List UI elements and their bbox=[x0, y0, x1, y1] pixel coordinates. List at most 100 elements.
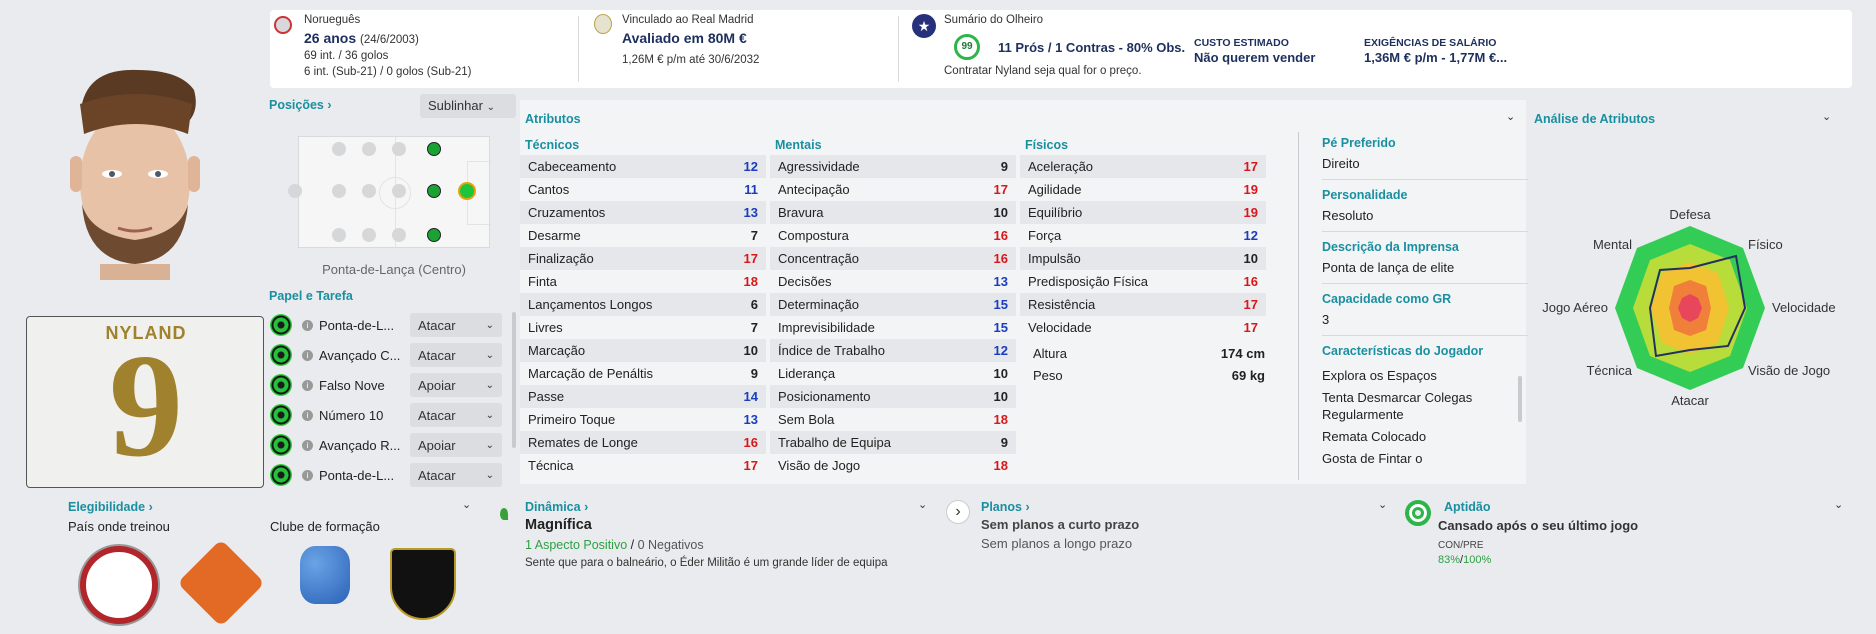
attribute-row[interactable]: Decisões 13 bbox=[770, 270, 1016, 293]
dynamics-value: Magnífica bbox=[525, 517, 592, 533]
attribute-row[interactable]: Índice de Trabalho 12 bbox=[770, 339, 1016, 362]
attribute-value: 12 bbox=[743, 159, 758, 174]
nationality-section: Norueguês 26 anos (24/6/2003) 69 int. / … bbox=[270, 10, 580, 88]
role-row[interactable]: i Ponta-de-L... bbox=[270, 312, 502, 338]
duty-dropdown[interactable]: Atacar ⌄ bbox=[410, 403, 502, 427]
attribute-row[interactable]: Trabalho de Equipa 9 bbox=[770, 431, 1016, 454]
mental-title: Mentais bbox=[775, 138, 822, 152]
attribute-row[interactable]: Predisposição Física 16 bbox=[1020, 270, 1266, 293]
scout-section[interactable]: ★ Sumário do Olheiro 99 11 Prós / 1 Cont… bbox=[900, 10, 1850, 88]
chevron-down-icon: ⌄ bbox=[485, 409, 494, 421]
attribute-value: 10 bbox=[993, 366, 1008, 381]
attribute-value: 18 bbox=[743, 274, 758, 289]
chevron-down-icon[interactable]: ⌄ bbox=[1822, 111, 1832, 123]
attribute-row[interactable]: Primeiro Toque 13 bbox=[520, 408, 766, 431]
attribute-row[interactable]: Visão de Jogo 18 bbox=[770, 454, 1016, 477]
attribute-row[interactable]: Impulsão 10 bbox=[1020, 247, 1266, 270]
attribute-row[interactable]: Determinação 15 bbox=[770, 293, 1016, 316]
attribute-row[interactable]: Liderança 10 bbox=[770, 362, 1016, 385]
attribute-value: 7 bbox=[750, 228, 758, 243]
roles-scrollbar[interactable] bbox=[512, 312, 516, 448]
attribute-row[interactable]: Resistência 17 bbox=[1020, 293, 1266, 316]
info-icon[interactable]: i bbox=[302, 319, 313, 331]
attribute-row[interactable]: Marcação de Penáltis 9 bbox=[520, 362, 766, 385]
attribute-name: Antecipação bbox=[778, 182, 850, 197]
chevron-down-icon[interactable]: ⌄ bbox=[918, 499, 928, 511]
attribute-row[interactable]: Lançamentos Longos 6 bbox=[520, 293, 766, 316]
attribute-row[interactable]: Antecipação 17 bbox=[770, 178, 1016, 201]
attribute-row[interactable]: Cantos 11 bbox=[520, 178, 766, 201]
attribute-name: Sem Bola bbox=[778, 412, 835, 427]
duty-dropdown[interactable]: Atacar ⌄ bbox=[410, 343, 502, 367]
attribute-value: 17 bbox=[993, 182, 1008, 197]
attribute-value: 12 bbox=[993, 343, 1008, 358]
info-icon[interactable]: i bbox=[302, 379, 313, 391]
info-icon[interactable]: i bbox=[302, 469, 313, 481]
attribute-row[interactable]: Equilíbrio 19 bbox=[1020, 201, 1266, 224]
role-row[interactable]: i Avançado R... bbox=[270, 432, 502, 458]
attribute-row[interactable]: Remates de Longe 16 bbox=[520, 431, 766, 454]
attribute-row[interactable]: Livres 7 bbox=[520, 316, 766, 339]
scout-recommendation: Contratar Nyland seja qual for o preço. bbox=[944, 65, 1142, 77]
traits-scrollbar[interactable] bbox=[1518, 376, 1522, 422]
attribute-row[interactable]: Marcação 10 bbox=[520, 339, 766, 362]
attribute-row[interactable]: Posicionamento 10 bbox=[770, 385, 1016, 408]
plans-title[interactable]: Planos › bbox=[981, 500, 1030, 514]
attribute-row[interactable]: Passe 14 bbox=[520, 385, 766, 408]
info-icon[interactable]: i bbox=[302, 409, 313, 421]
attribute-row[interactable]: Força 12 bbox=[1020, 224, 1266, 247]
role-row[interactable]: i Número 10 bbox=[270, 402, 502, 428]
attribute-name: Predisposição Física bbox=[1028, 274, 1148, 289]
role-row[interactable]: i Ponta-de-L... bbox=[270, 462, 502, 488]
attribute-row[interactable]: Finta 18 bbox=[520, 270, 766, 293]
attribute-row[interactable]: Concentração 16 bbox=[770, 247, 1016, 270]
attribute-row[interactable]: Compostura 16 bbox=[770, 224, 1016, 247]
chevron-down-icon[interactable]: ⌄ bbox=[462, 499, 472, 511]
attribute-row[interactable]: Agressividade 9 bbox=[770, 155, 1016, 178]
attribute-row[interactable]: Velocidade 17 bbox=[1020, 316, 1266, 339]
chevron-down-icon[interactable]: ⌄ bbox=[1378, 499, 1388, 511]
chevron-down-icon[interactable]: ⌄ bbox=[1834, 499, 1844, 511]
dynamics-title[interactable]: Dinâmica › bbox=[525, 500, 589, 514]
duty-dropdown[interactable]: Apoiar ⌄ bbox=[410, 373, 502, 397]
player-value: Avaliado em 80M € bbox=[622, 30, 747, 46]
arrow-right-icon[interactable]: › bbox=[946, 500, 970, 524]
attribute-row[interactable]: Cabeceamento 12 bbox=[520, 155, 766, 178]
attribute-name: Lançamentos Longos bbox=[528, 297, 653, 312]
role-row[interactable]: i Falso Nove bbox=[270, 372, 502, 398]
attribute-name: Primeiro Toque bbox=[528, 412, 616, 427]
duty-dropdown[interactable]: Atacar ⌄ bbox=[410, 463, 502, 487]
club-line: Vinculado ao Real Madrid bbox=[622, 14, 754, 26]
star-icon: ★ bbox=[912, 14, 936, 38]
role-suitability-icon bbox=[270, 434, 292, 456]
chevron-down-icon[interactable]: ⌄ bbox=[1506, 111, 1516, 123]
attribute-row[interactable]: Cruzamentos 13 bbox=[520, 201, 766, 224]
eligibility-title[interactable]: Elegibilidade › bbox=[68, 500, 153, 514]
duty-label: Atacar bbox=[418, 467, 456, 483]
attribute-row[interactable]: Desarme 7 bbox=[520, 224, 766, 247]
duty-dropdown[interactable]: Atacar ⌄ bbox=[410, 313, 502, 337]
position-dot bbox=[288, 184, 302, 198]
attribute-name: Marcação de Penáltis bbox=[528, 366, 654, 381]
duty-dropdown[interactable]: Apoiar ⌄ bbox=[410, 433, 502, 457]
attribute-row[interactable]: Técnica 17 bbox=[520, 454, 766, 477]
dynamics-aspects: 1 Aspecto Positivo / 0 Negativos bbox=[525, 538, 704, 552]
attribute-value: 9 bbox=[1000, 435, 1008, 450]
info-icon[interactable]: i bbox=[302, 439, 313, 451]
attribute-row[interactable]: Finalização 17 bbox=[520, 247, 766, 270]
attribute-row[interactable]: Agilidade 19 bbox=[1020, 178, 1266, 201]
role-row[interactable]: i Avançado C... bbox=[270, 342, 502, 368]
info-icon[interactable]: i bbox=[302, 349, 313, 361]
attribute-value: 17 bbox=[743, 458, 758, 473]
positions-title[interactable]: Posições › bbox=[269, 98, 332, 112]
attribute-name: Remates de Longe bbox=[528, 435, 638, 450]
attribute-value: 10 bbox=[743, 343, 758, 358]
attribute-row[interactable]: Aceleração 17 bbox=[1020, 155, 1266, 178]
attribute-row[interactable]: Sem Bola 18 bbox=[770, 408, 1016, 431]
attribute-row[interactable]: Bravura 10 bbox=[770, 201, 1016, 224]
attribute-row[interactable]: Imprevisibilidade 15 bbox=[770, 316, 1016, 339]
current-position-dot bbox=[458, 182, 476, 200]
role-name: Avançado C... bbox=[319, 347, 401, 363]
radar-label-tl: Mental bbox=[1593, 237, 1632, 252]
highlight-dropdown[interactable]: Sublinhar ⌄ bbox=[420, 94, 516, 118]
